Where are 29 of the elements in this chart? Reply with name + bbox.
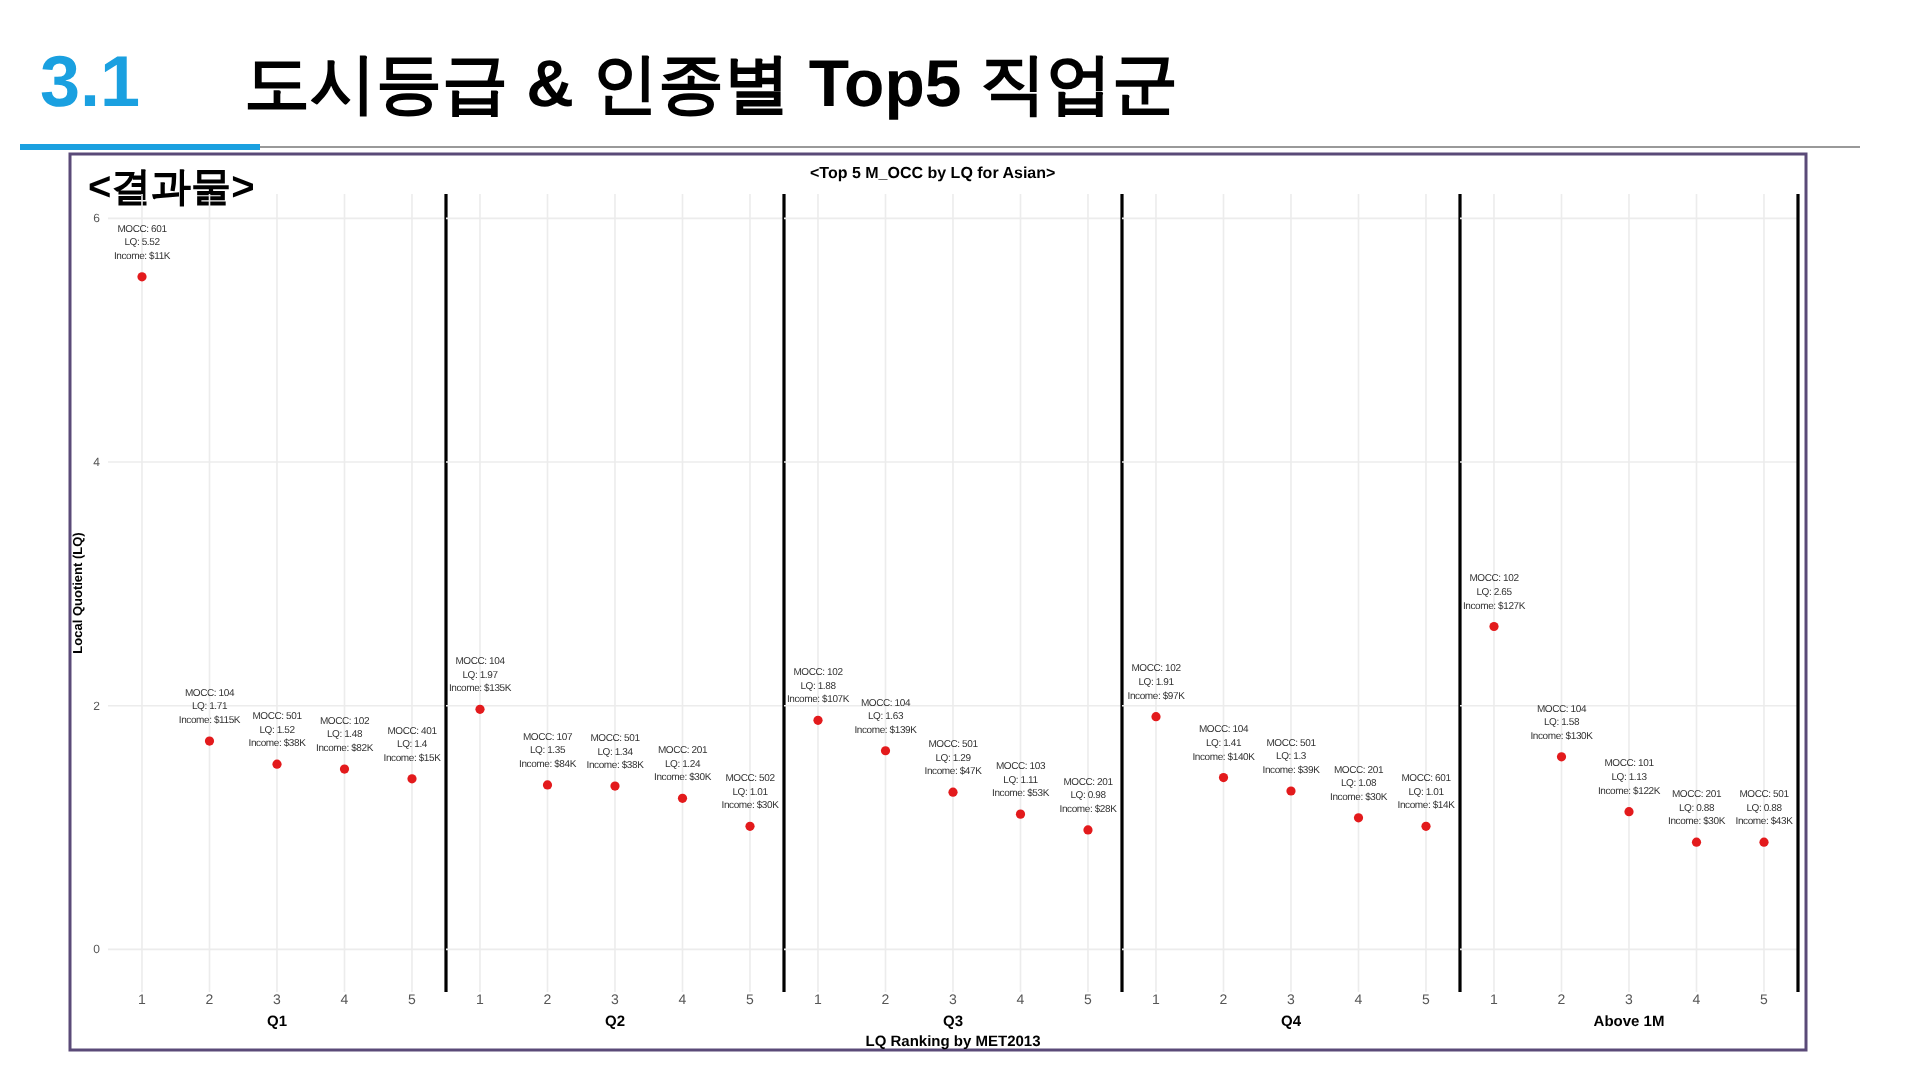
point	[1759, 837, 1769, 847]
chart-title: <Top 5 M_OCC by LQ for Asian>	[810, 164, 1057, 182]
point	[948, 787, 958, 797]
point	[610, 781, 620, 791]
point	[1691, 837, 1702, 847]
text: 3.1	[40, 40, 141, 122]
point	[1556, 752, 1567, 762]
point	[137, 272, 147, 282]
point	[1489, 621, 1499, 632]
point	[272, 759, 282, 769]
point	[1353, 813, 1364, 823]
point	[677, 793, 688, 803]
point	[475, 704, 485, 714]
text: 도시등급 & 인종별 Top5 직업군	[244, 46, 1178, 120]
point	[745, 821, 755, 831]
point	[407, 774, 417, 784]
point	[1286, 786, 1296, 796]
point	[542, 780, 553, 790]
point	[1015, 809, 1026, 819]
point	[204, 736, 215, 746]
point	[1421, 821, 1431, 831]
point	[339, 764, 350, 774]
point	[1083, 825, 1093, 835]
point	[1218, 772, 1229, 783]
point	[880, 746, 891, 756]
point	[813, 715, 823, 725]
annotation: <결과물>	[88, 166, 255, 210]
point	[1624, 807, 1634, 817]
point	[1151, 712, 1161, 722]
